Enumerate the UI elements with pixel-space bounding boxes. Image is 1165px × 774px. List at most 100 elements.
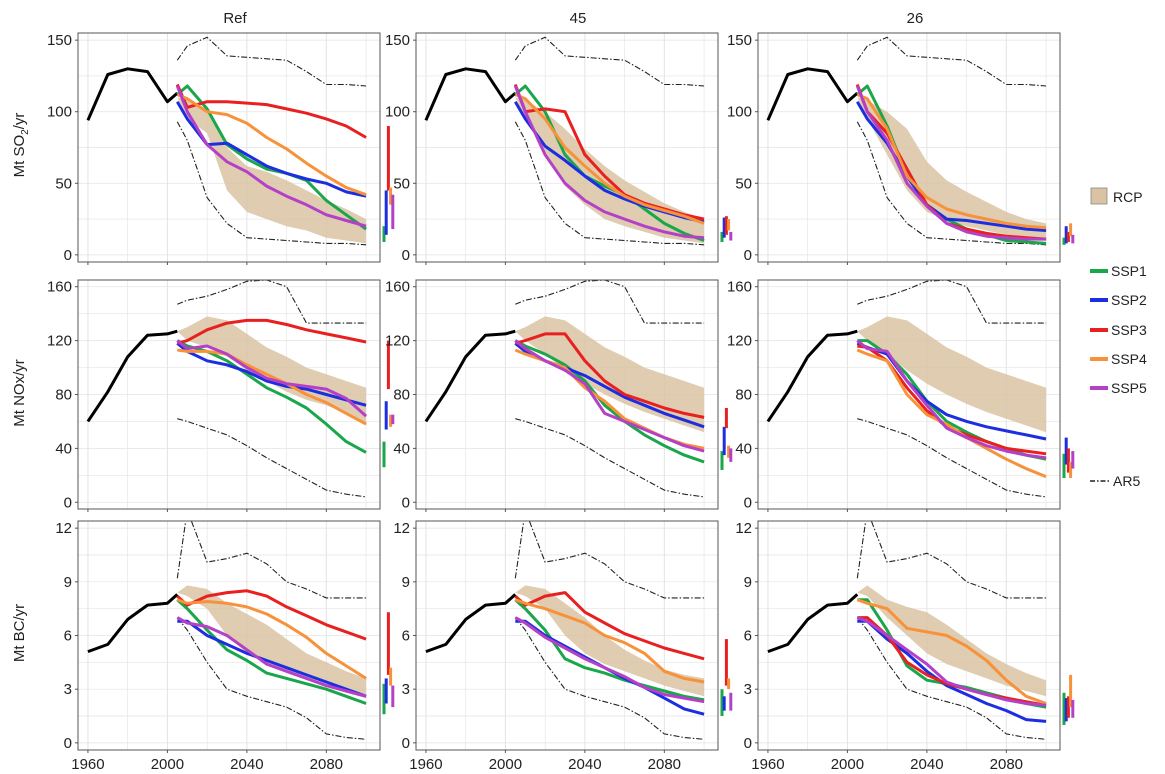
y-tick-label: 3	[744, 681, 752, 698]
historical-line	[86, 329, 178, 423]
panel-content	[766, 280, 1047, 498]
panel-frame	[415, 32, 719, 263]
y-tick-label: 50	[393, 175, 410, 192]
ssp2-line	[857, 619, 1047, 723]
historical-line	[86, 67, 179, 121]
panel-grid: 0501001500501001500501001500408012016004…	[47, 32, 1075, 773]
legend-ssp1-label: SSP1	[1111, 263, 1147, 279]
y-tick-label: 150	[47, 32, 72, 49]
so2-label-prefix: Mt SO	[11, 135, 28, 178]
ssp3-line	[176, 318, 367, 345]
rcp-range-band	[857, 585, 1047, 697]
x-tick-label: 2080	[648, 756, 681, 773]
ssp1-line	[514, 598, 705, 702]
ar5-upper-line	[176, 521, 367, 599]
y-tick-label: 40	[735, 440, 752, 457]
ar5-lower-line	[515, 418, 705, 498]
ar5-lower-line	[176, 617, 367, 740]
ssp4-line	[856, 598, 1047, 705]
rcp-range-band	[515, 585, 705, 697]
legend-rcp-swatch	[1090, 187, 1108, 205]
ssp4-line	[177, 348, 367, 426]
panel-so2-26: 0 50 100 150	[727, 32, 1075, 265]
column-titles: Ref 45 26	[223, 10, 923, 27]
y-tick-label: 150	[727, 32, 752, 49]
ssp4-line	[856, 93, 1047, 230]
panel-frame	[757, 32, 1061, 263]
panel-content	[766, 36, 1047, 246]
panel-bc-Ref: 0 3 6 9 12 1960 2000 2040 2080	[55, 520, 395, 773]
y-tick-label: 12	[55, 520, 72, 537]
ar5-lower-line	[857, 418, 1047, 498]
y-tick-label: 9	[402, 574, 410, 591]
legend-ssp3-label: SSP3	[1111, 322, 1147, 338]
y-axis-label-nox: Mt NOx/yr	[11, 359, 28, 427]
ssp5-line	[856, 339, 1047, 460]
ssp4-line	[176, 93, 367, 197]
y-tick-label: 6	[402, 628, 410, 645]
x-tick-label: 2080	[310, 756, 343, 773]
x-tick-label: 2040	[230, 756, 263, 773]
y-tick-label: 0	[64, 247, 72, 264]
panel-frame	[77, 32, 381, 263]
x-tick-label: 2040	[910, 756, 943, 773]
ar5-lower-line	[856, 121, 1047, 246]
ssp5-line	[856, 616, 1047, 707]
ssp4-line	[514, 93, 705, 225]
y-tick-label: 150	[385, 32, 410, 49]
x-tick-label: 2000	[489, 756, 522, 773]
x-tick-label: 1960	[71, 756, 104, 773]
column-title-26: 26	[907, 10, 924, 27]
ssp1-line	[176, 339, 367, 454]
ssp3-line	[175, 83, 367, 139]
y-tick-label: 0	[744, 735, 752, 752]
y-tick-label: 80	[393, 387, 410, 404]
panel-content	[86, 36, 367, 246]
y-axis-label-bc: Mt BC/yr	[11, 604, 28, 662]
ar5-upper-line	[515, 280, 705, 324]
ar5-upper-line	[856, 521, 1047, 599]
y-tick-label: 160	[727, 279, 752, 296]
y-tick-label: 160	[385, 279, 410, 296]
column-title-45: 45	[570, 10, 587, 27]
ssp2-line	[176, 342, 367, 407]
panel-nox-45: 0 40 80 120 160	[385, 279, 733, 512]
ssp3-line	[176, 589, 367, 641]
ar5-upper-line	[177, 280, 367, 324]
historical-line	[424, 329, 516, 423]
ssp5-line	[176, 339, 368, 418]
y-tick-label: 0	[402, 247, 410, 264]
y-tick-label: 3	[64, 681, 72, 698]
ar5-lower-line	[514, 617, 705, 740]
ar5-lower-line	[177, 418, 367, 498]
y-tick-label: 50	[55, 175, 72, 192]
x-tick-label: 1960	[409, 756, 442, 773]
y-tick-label: 0	[64, 735, 72, 752]
ssp4-line	[176, 598, 367, 680]
ssp3-line	[514, 332, 705, 419]
y-tick-label: 0	[744, 247, 752, 264]
y-tick-label: 6	[744, 628, 752, 645]
y-tick-label: 160	[47, 279, 72, 296]
rcp-range-band	[177, 585, 367, 699]
ar5-lower-line	[856, 617, 1047, 740]
ssp5-line	[514, 339, 705, 453]
y-tick-label: 120	[727, 333, 752, 350]
ssp3-line	[514, 591, 705, 661]
ssp5-line	[176, 616, 367, 698]
historical-line	[766, 67, 859, 121]
y-tick-label: 120	[385, 333, 410, 350]
rcp-range-band	[177, 316, 367, 425]
rcp-range-band	[857, 316, 1047, 433]
ssp4-line	[856, 348, 1047, 479]
panel-bc-26: 0 3 6 9 12 1960 2000 2040 2080	[735, 520, 1075, 773]
panel-content	[767, 521, 1047, 740]
y-tick-label: 50	[735, 175, 752, 192]
rcp-range-band	[515, 316, 705, 433]
panel-content	[425, 521, 705, 740]
x-tick-label: 2080	[990, 756, 1023, 773]
ar5-upper-line	[856, 36, 1047, 87]
y-tick-label: 80	[55, 387, 72, 404]
panel-content	[87, 521, 367, 740]
